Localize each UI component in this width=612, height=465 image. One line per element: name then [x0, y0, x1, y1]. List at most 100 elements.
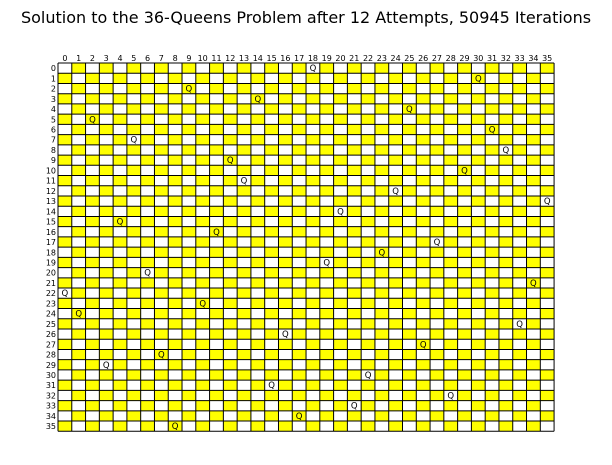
board-cell	[264, 288, 279, 299]
board-cell	[374, 165, 389, 176]
board-cell	[388, 124, 403, 135]
board-cell	[402, 369, 417, 381]
board-cell	[99, 216, 114, 227]
queen-marker: Q	[296, 412, 303, 422]
board-cell	[85, 369, 100, 381]
board-cell	[319, 175, 334, 186]
board-cell	[333, 155, 348, 166]
board-cell	[485, 380, 499, 391]
board-cell	[182, 400, 196, 411]
board-cell	[540, 267, 555, 278]
board-cell	[443, 144, 458, 156]
y-tick-label: 0	[51, 64, 56, 73]
board-cell	[485, 339, 499, 350]
board-cell	[71, 369, 86, 381]
board-cell	[223, 359, 238, 370]
board-cell	[168, 380, 183, 391]
board-cell	[168, 328, 183, 340]
board-cell	[71, 195, 86, 207]
board-cell	[209, 103, 224, 115]
board-cell	[140, 175, 155, 186]
board-cell	[402, 185, 417, 196]
board-cell	[498, 175, 513, 186]
board-cell	[306, 83, 320, 94]
y-tick-label: 33	[46, 402, 56, 411]
board-cell	[361, 349, 375, 360]
board-cell	[237, 226, 251, 237]
board-cell	[223, 236, 238, 248]
board-cell	[498, 103, 513, 115]
board-cell	[223, 63, 238, 74]
board-cell	[333, 226, 348, 237]
board-cell	[113, 328, 127, 340]
board-cell	[319, 124, 334, 135]
board-cell	[140, 421, 155, 432]
board-cell	[182, 298, 196, 309]
board-cell	[306, 328, 320, 340]
board-cell	[264, 380, 279, 391]
board-cell	[154, 134, 169, 145]
board-cell	[182, 288, 196, 299]
board-cell	[443, 195, 458, 207]
board-cell	[140, 267, 155, 278]
board-cell	[264, 195, 279, 207]
board-cell	[361, 359, 375, 370]
board-cell	[374, 298, 389, 309]
board-cell	[223, 349, 238, 360]
board-cell	[292, 410, 307, 422]
board-cell	[416, 410, 431, 422]
board-cell	[361, 308, 375, 319]
board-cell	[99, 298, 114, 309]
board-cell	[540, 114, 555, 125]
board-cell	[250, 421, 265, 432]
board-cell	[154, 185, 169, 196]
board-cell	[250, 175, 265, 186]
board-cell	[209, 318, 224, 329]
board-cell	[361, 185, 375, 196]
board-cell	[168, 247, 183, 258]
board-cell	[319, 103, 334, 115]
board-cell	[498, 298, 513, 309]
board-cell	[250, 390, 265, 401]
board-cell	[154, 257, 169, 268]
board-cell	[333, 318, 348, 329]
board-cell	[71, 165, 86, 176]
board-cell	[250, 103, 265, 115]
board-cell	[416, 195, 431, 207]
board-cell	[457, 206, 472, 217]
board-cell	[388, 175, 403, 186]
board-cell	[237, 185, 251, 196]
board-cell	[374, 124, 389, 135]
board-cell	[416, 185, 431, 196]
board-cell	[223, 83, 238, 94]
board-cell	[168, 144, 183, 156]
board-cell	[140, 328, 155, 340]
board-cell	[113, 93, 127, 104]
board-cell	[209, 247, 224, 258]
board-cell	[526, 134, 541, 145]
board-cell	[430, 103, 444, 115]
board-cell	[347, 83, 362, 94]
board-cell	[113, 103, 127, 115]
board-cell	[71, 277, 86, 289]
board-cell	[485, 247, 499, 258]
board-cell	[485, 318, 499, 329]
board-cell	[58, 339, 72, 350]
board-cell	[443, 124, 458, 135]
board-cell	[361, 63, 375, 74]
y-tick-label: 22	[46, 289, 56, 298]
board-cell	[526, 257, 541, 268]
board-cell	[374, 73, 389, 84]
board-cell	[388, 73, 403, 84]
board-cell	[540, 359, 555, 370]
board-cell	[361, 380, 375, 391]
board-cell	[485, 206, 499, 217]
board-cell	[402, 421, 417, 432]
board-cell	[471, 410, 486, 422]
board-cell	[278, 103, 293, 115]
y-tick-label: 11	[46, 177, 56, 186]
board-cell	[126, 83, 141, 94]
board-cell	[264, 226, 279, 237]
board-cell	[319, 390, 334, 401]
board-cell	[99, 185, 114, 196]
